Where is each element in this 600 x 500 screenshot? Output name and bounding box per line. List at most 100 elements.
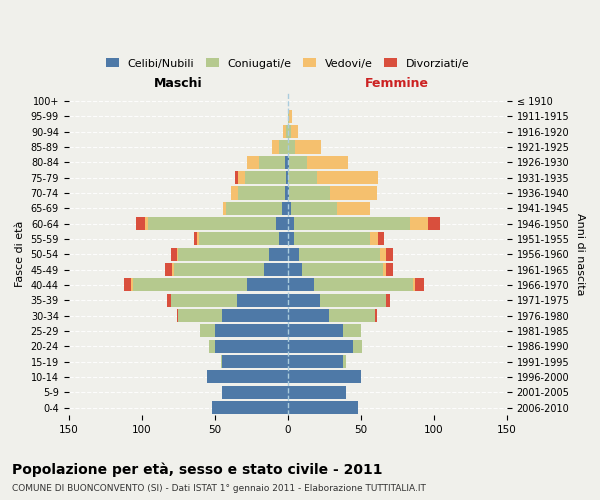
Bar (272, 140, 279, 153)
Bar (413, 278, 415, 291)
Bar (282, 202, 288, 215)
Text: Maschi: Maschi (154, 78, 203, 90)
Legend: Celibi/Nubili, Coniugati/e, Vedovi/e, Divorziati/e: Celibi/Nubili, Coniugati/e, Vedovi/e, Di… (101, 54, 475, 73)
Bar (200, 324, 215, 338)
Bar (288, 248, 299, 261)
Bar (288, 186, 289, 200)
Bar (288, 263, 302, 276)
Bar (167, 294, 171, 307)
Bar (353, 340, 362, 353)
Bar (370, 232, 379, 245)
Bar (174, 263, 265, 276)
Bar (177, 248, 178, 261)
Bar (289, 156, 307, 169)
Bar (247, 278, 288, 291)
Bar (343, 355, 346, 368)
Bar (269, 248, 288, 261)
Bar (136, 217, 145, 230)
Bar (299, 248, 380, 261)
Bar (288, 386, 346, 399)
Bar (288, 401, 358, 414)
Y-axis label: Fasce di età: Fasce di età (15, 221, 25, 288)
Bar (238, 171, 245, 184)
Bar (317, 171, 379, 184)
Bar (288, 232, 293, 245)
Bar (178, 248, 269, 261)
Bar (289, 186, 330, 200)
Bar (124, 278, 131, 291)
Text: Femmine: Femmine (365, 78, 429, 90)
Bar (288, 355, 343, 368)
Bar (314, 278, 413, 291)
Bar (288, 340, 353, 353)
Bar (343, 324, 361, 338)
Bar (288, 278, 314, 291)
Bar (131, 278, 133, 291)
Bar (177, 309, 178, 322)
Bar (293, 217, 410, 230)
Bar (222, 386, 288, 399)
Bar (288, 110, 289, 123)
Bar (222, 309, 288, 322)
Bar (288, 202, 290, 215)
Bar (320, 294, 386, 307)
Bar (247, 156, 259, 169)
Bar (288, 217, 293, 230)
Text: Popolazione per età, sesso e stato civile - 2011: Popolazione per età, sesso e stato civil… (12, 462, 383, 477)
Bar (279, 232, 288, 245)
Bar (215, 340, 288, 353)
Bar (383, 263, 386, 276)
Bar (238, 186, 285, 200)
Bar (172, 263, 174, 276)
Bar (148, 217, 276, 230)
Bar (165, 263, 172, 276)
Bar (286, 171, 288, 184)
Bar (380, 248, 386, 261)
Bar (231, 186, 238, 200)
Bar (410, 217, 428, 230)
Bar (290, 202, 337, 215)
Bar (215, 324, 288, 338)
Bar (289, 110, 292, 123)
Bar (283, 125, 286, 138)
Text: COMUNE DI BUONCONVENTO (SI) - Dati ISTAT 1° gennaio 2011 - Elaborazione TUTTITAL: COMUNE DI BUONCONVENTO (SI) - Dati ISTAT… (12, 484, 426, 493)
Bar (286, 125, 288, 138)
Bar (133, 278, 247, 291)
Bar (236, 294, 288, 307)
Bar (288, 324, 343, 338)
Bar (379, 232, 384, 245)
Bar (288, 309, 329, 322)
Bar (178, 309, 222, 322)
Bar (259, 156, 285, 169)
Bar (221, 355, 222, 368)
Bar (171, 248, 177, 261)
Bar (337, 202, 370, 215)
Bar (171, 294, 236, 307)
Bar (376, 309, 377, 322)
Bar (285, 156, 288, 169)
Bar (329, 309, 376, 322)
Bar (307, 156, 347, 169)
Bar (235, 171, 238, 184)
Bar (194, 232, 197, 245)
Bar (145, 217, 148, 230)
Bar (276, 217, 288, 230)
Bar (302, 263, 383, 276)
Bar (265, 263, 288, 276)
Bar (415, 278, 424, 291)
Bar (386, 294, 390, 307)
Bar (288, 125, 290, 138)
Bar (288, 156, 289, 169)
Bar (208, 370, 288, 384)
Bar (245, 171, 286, 184)
Bar (279, 140, 288, 153)
Bar (223, 202, 226, 215)
Bar (285, 186, 288, 200)
Bar (288, 370, 361, 384)
Bar (209, 340, 215, 353)
Bar (288, 140, 295, 153)
Bar (386, 263, 393, 276)
Bar (197, 232, 199, 245)
Bar (386, 248, 393, 261)
Bar (222, 355, 288, 368)
